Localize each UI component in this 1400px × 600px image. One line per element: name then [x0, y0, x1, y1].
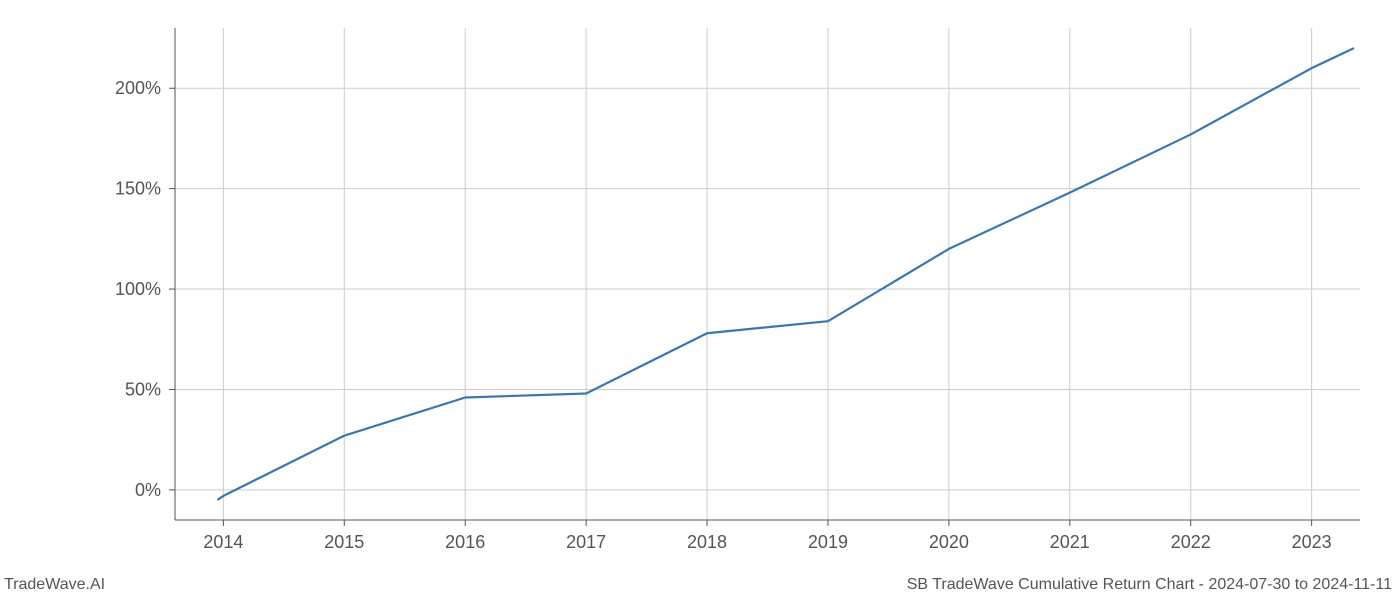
x-tick-label: 2018 [687, 532, 727, 552]
y-tick-label: 150% [115, 179, 161, 199]
y-tick-label: 100% [115, 279, 161, 299]
footer-caption: SB TradeWave Cumulative Return Chart - 2… [907, 576, 1392, 594]
y-tick-label: 0% [135, 480, 161, 500]
x-tick-label: 2022 [1171, 532, 1211, 552]
chart-container: 2014 2015 2016 2017 2018 2019 2020 2021 2022 2023… [0, 0, 1400, 600]
x-tick-label: 2023 [1292, 532, 1332, 552]
x-tick-label: 2016 [445, 532, 485, 552]
line-chart: 2014 2015 2016 2017 2018 2019 2020 2021 2022 2023… [0, 0, 1400, 600]
x-tick-label: 2017 [566, 532, 606, 552]
x-tick-label: 2019 [808, 532, 848, 552]
x-tick-label: 2020 [929, 532, 969, 552]
x-tick-label: 2015 [324, 532, 364, 552]
x-tick-label: 2014 [203, 532, 243, 552]
y-tick-label: 200% [115, 78, 161, 98]
footer-brand: TradeWave.AI [4, 576, 105, 594]
x-tick-label: 2021 [1050, 532, 1090, 552]
y-tick-label: 50% [125, 379, 161, 399]
